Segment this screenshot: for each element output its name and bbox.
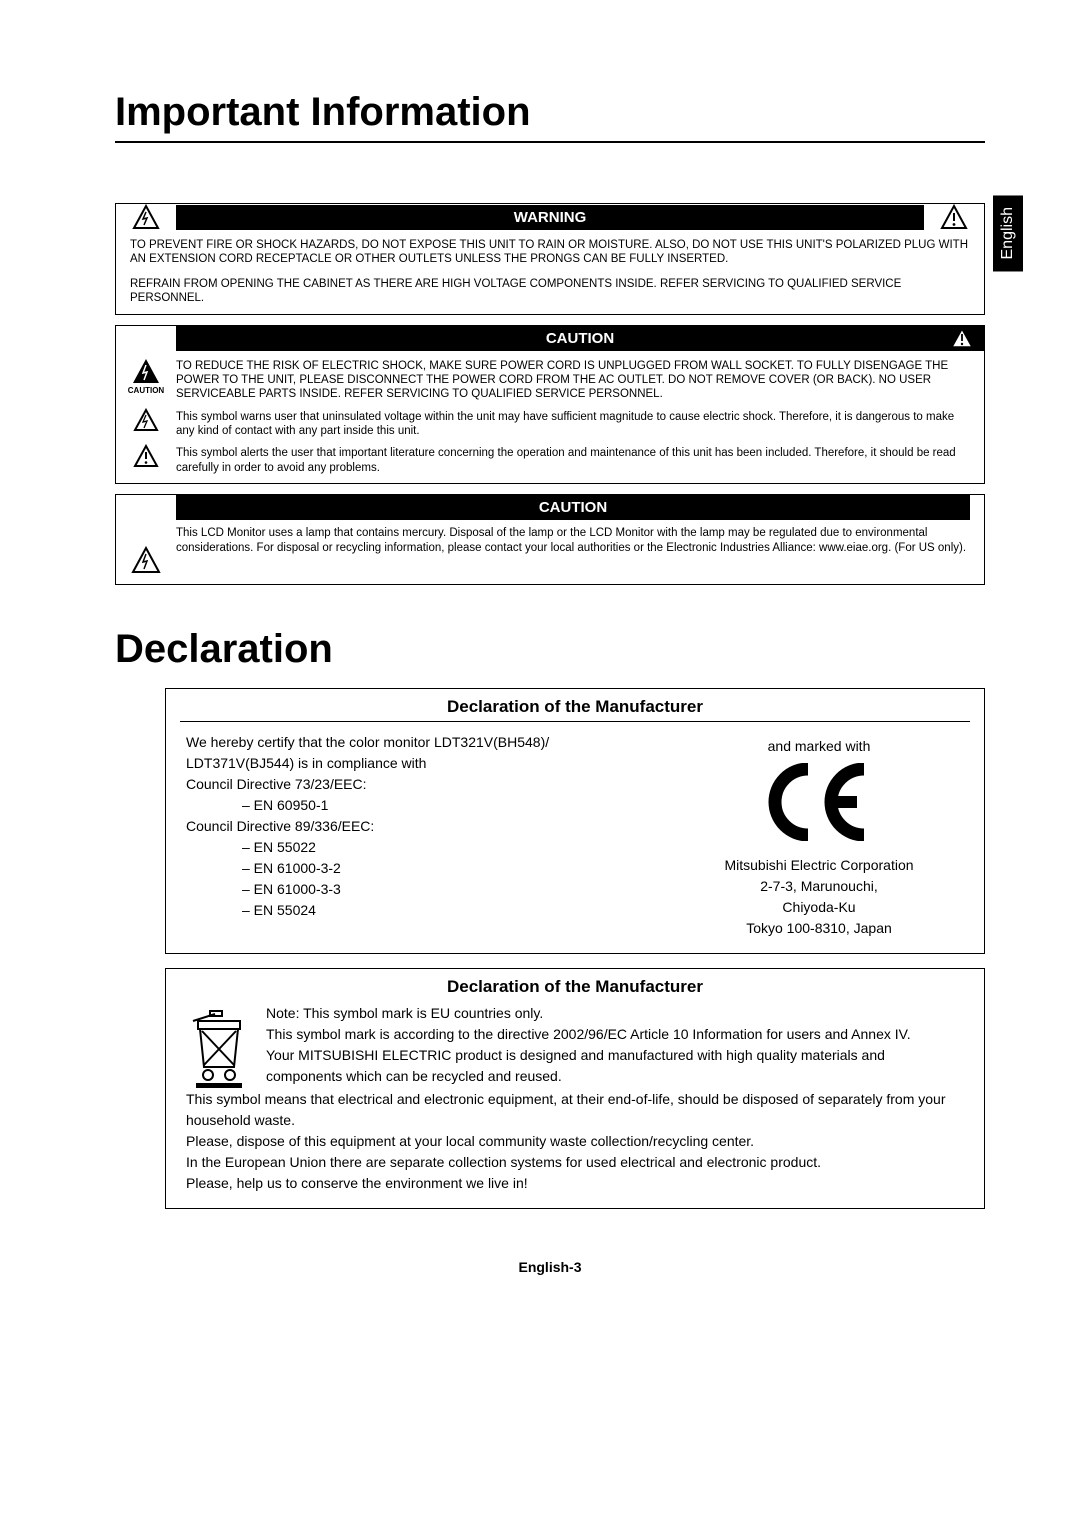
decl-line: We hereby certify that the color monitor… <box>186 732 674 753</box>
shock-icon <box>131 357 161 385</box>
decl2-line: Your MITSUBISHI ELECTRIC product is desi… <box>266 1045 964 1087</box>
warning-box: WARNING TO PREVENT FIRE OR SHOCK HAZARDS… <box>115 203 985 315</box>
page-number: English-3 <box>115 1259 985 1275</box>
mercury-header: CAUTION <box>176 495 970 520</box>
caution-text-3: This symbol alerts the user that importa… <box>176 442 970 475</box>
declaration-heading-1: Declaration of the Manufacturer <box>180 689 970 722</box>
caution-icon-label: CAUTION <box>116 386 176 395</box>
decl-line: Council Directive 89/336/EEC: <box>186 816 674 837</box>
shock-icon <box>116 520 176 574</box>
alert-icon <box>116 442 176 475</box>
decl2-line: In the European Union there are separate… <box>186 1152 964 1173</box>
weee-bin-icon <box>186 1003 266 1089</box>
decl-addr: Tokyo 100-8310, Japan <box>674 918 964 939</box>
decl-line: – EN 61000-3-2 <box>186 858 674 879</box>
weee-text-block: Note: This symbol mark is EU countries o… <box>266 1003 964 1089</box>
decl-line: – EN 55024 <box>186 900 674 921</box>
alert-icon <box>924 204 984 230</box>
decl-line: LDT371V(BJ544) is in compliance with <box>186 753 674 774</box>
decl-line: – EN 60950-1 <box>186 795 674 816</box>
page-content: Important Information WARNING TO PREVENT… <box>0 0 1080 1315</box>
decl-line: – EN 55022 <box>186 837 674 858</box>
page-title-important: Important Information <box>115 90 985 143</box>
decl-marked: and marked with <box>674 736 964 757</box>
caution-text-1: TO REDUCE THE RISK OF ELECTRIC SHOCK, MA… <box>176 355 970 402</box>
shock-icon <box>116 204 176 230</box>
alert-icon <box>950 327 974 349</box>
warning-text-1: TO PREVENT FIRE OR SHOCK HAZARDS, DO NOT… <box>116 230 984 275</box>
decl2-line: Please, help us to conserve the environm… <box>186 1173 964 1194</box>
decl-company: Mitsubishi Electric Corporation <box>674 855 964 876</box>
declaration-right: and marked with Mitsubishi Electric Corp… <box>674 732 964 939</box>
warning-text-2: REFRAIN FROM OPENING THE CABINET AS THER… <box>116 275 984 314</box>
declaration-left: We hereby certify that the color monitor… <box>186 732 674 939</box>
page-title-declaration: Declaration <box>115 627 985 672</box>
decl-line: Council Directive 73/23/EEC: <box>186 774 674 795</box>
caution-text-2: This symbol warns user that uninsulated … <box>176 406 970 439</box>
warning-header: WARNING <box>176 205 924 230</box>
caution-box: CAUTION CAUTION TO REDUCE THE RISK OF EL… <box>115 325 985 485</box>
mercury-text: This LCD Monitor uses a lamp that contai… <box>176 520 970 574</box>
language-tab: English <box>993 195 1023 271</box>
decl2-line: Please, dispose of this equipment at you… <box>186 1131 964 1152</box>
ce-mark-icon <box>674 763 964 841</box>
decl-line: – EN 61000-3-3 <box>186 879 674 900</box>
declaration-box-1: Declaration of the Manufacturer We hereb… <box>165 688 985 954</box>
caution-header: CAUTION <box>176 326 984 351</box>
decl2-line: This symbol means that electrical and el… <box>186 1089 964 1131</box>
caution-header-label: CAUTION <box>546 330 614 347</box>
decl2-line: This symbol mark is according to the dir… <box>266 1024 964 1045</box>
mercury-box: CAUTION This LCD Monitor uses a lamp tha… <box>115 494 985 585</box>
decl-addr: 2-7-3, Marunouchi, <box>674 876 964 897</box>
shock-icon <box>116 406 176 439</box>
decl-addr: Chiyoda-Ku <box>674 897 964 918</box>
declaration-heading-2: Declaration of the Manufacturer <box>166 969 984 1003</box>
decl2-line: Note: This symbol mark is EU countries o… <box>266 1003 964 1024</box>
declaration-box-2: Declaration of the Manufacturer <box>165 968 985 1209</box>
